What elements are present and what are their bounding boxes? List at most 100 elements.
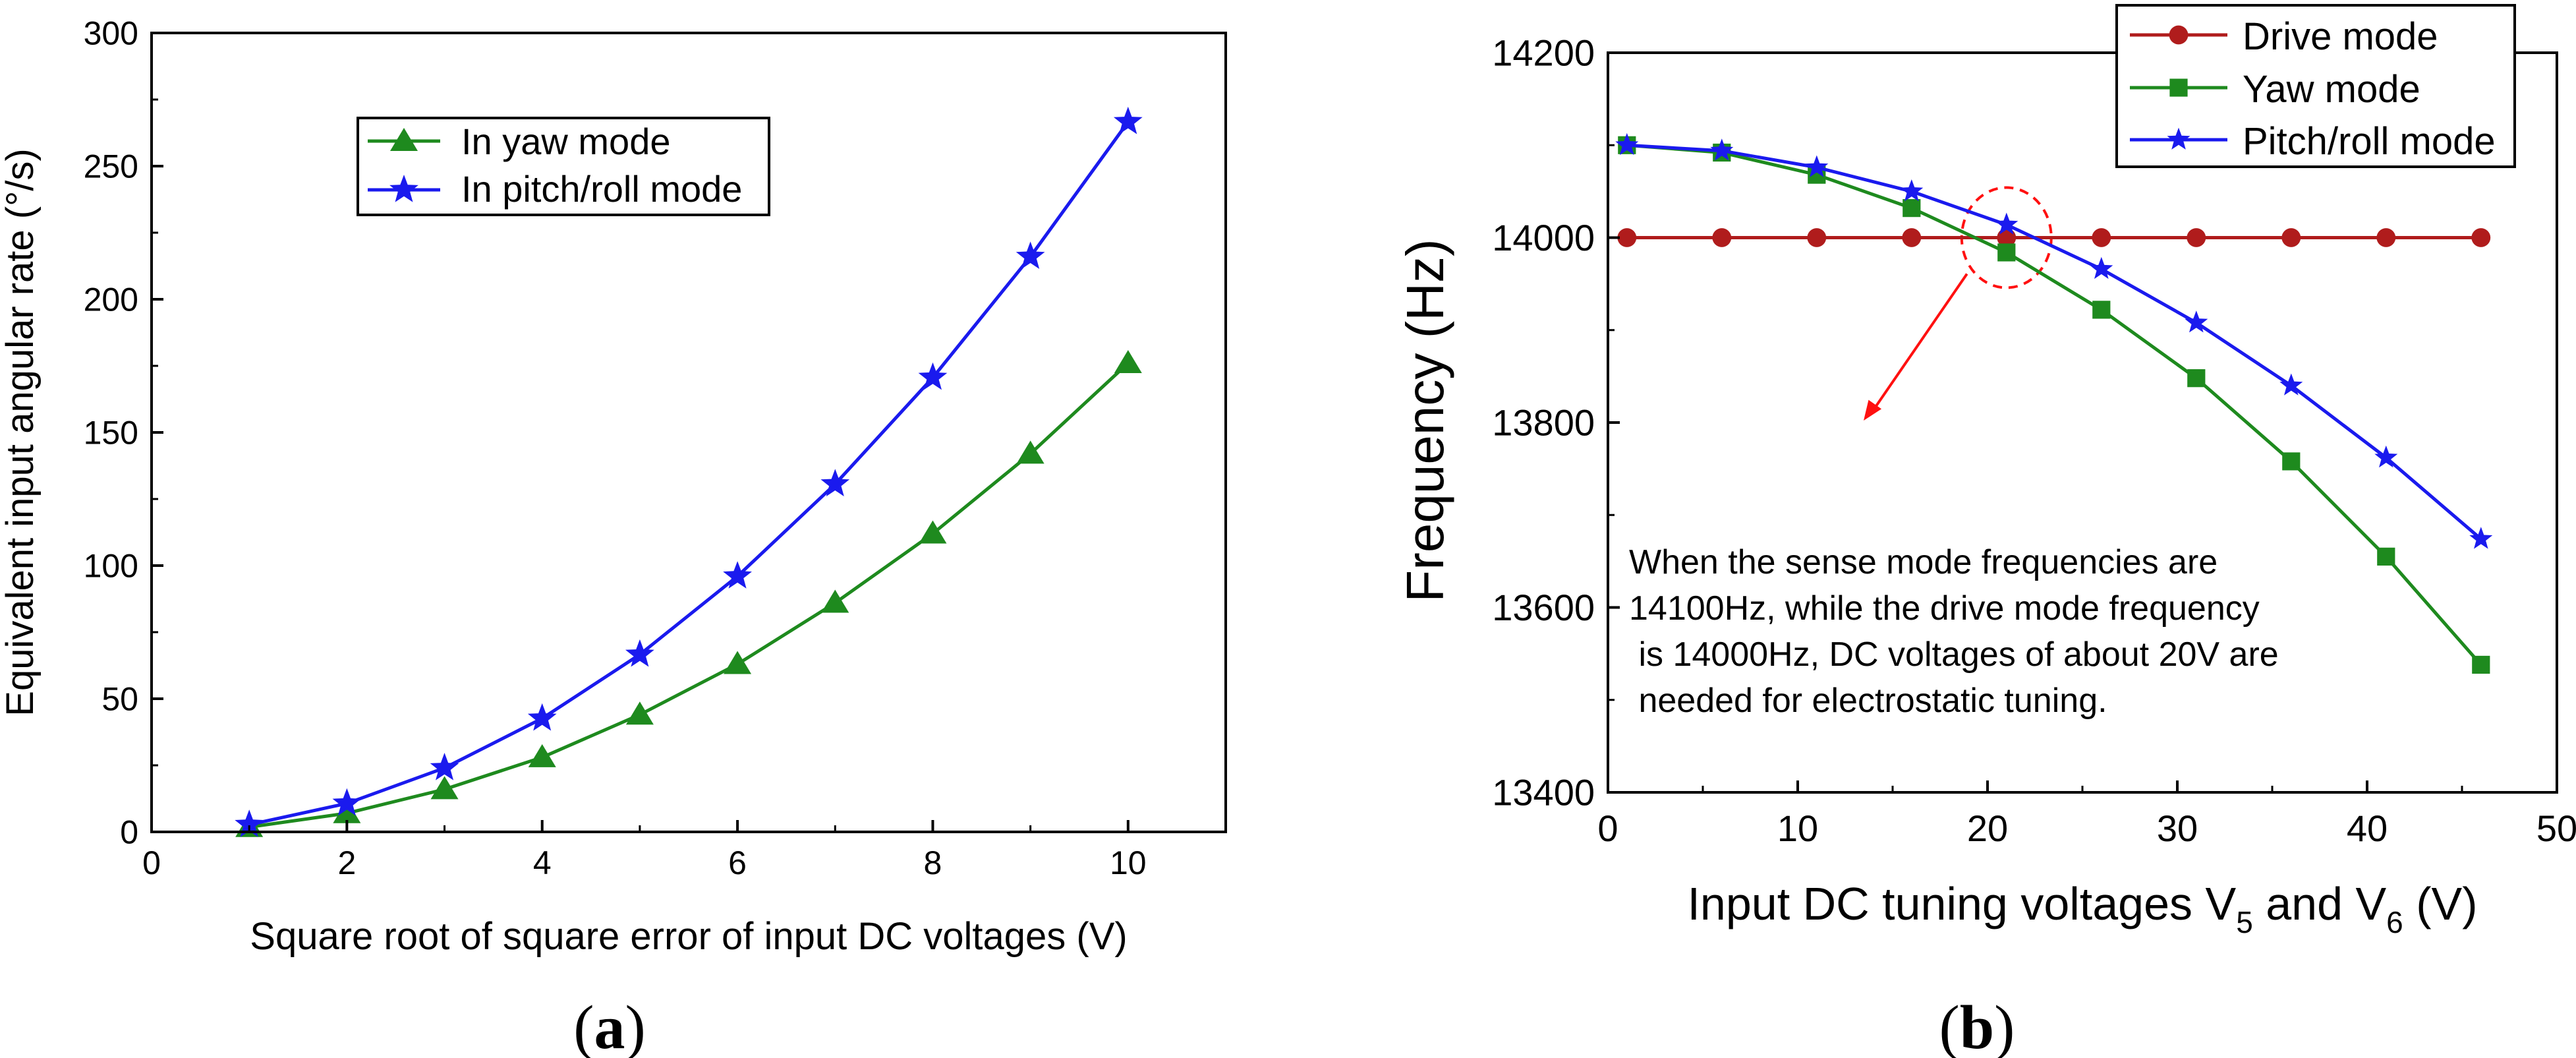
panel-b-data-point bbox=[1997, 243, 2016, 262]
panel-a-x-tick-label: 2 bbox=[337, 844, 356, 881]
panel-b-data-point bbox=[1902, 228, 1922, 247]
panel-a-data-point bbox=[1016, 241, 1045, 269]
panel-b-annotation-line-2: 14100Hz, while the drive mode frequency bbox=[1629, 589, 2260, 628]
panel-b-y-tick-label: 13800 bbox=[1492, 402, 1595, 444]
panel-b-legend-label-yaw: Yaw mode bbox=[2243, 68, 2420, 111]
panel-b-caption: (b) bbox=[1939, 993, 2015, 1058]
panel-a-legend-marker bbox=[390, 128, 418, 151]
panel-a-caption: (a) bbox=[573, 993, 646, 1058]
panel-b-data-point bbox=[1805, 155, 1829, 177]
panel-a-data-point bbox=[332, 788, 362, 816]
panel-b-annotation-text: When the sense mode frequencies are 1410… bbox=[1629, 543, 2279, 720]
panel-b-legend-label-drive: Drive mode bbox=[2243, 15, 2438, 58]
panel-b-arrow-line bbox=[1870, 273, 1968, 414]
panel-b-data-point bbox=[1807, 228, 1827, 247]
panel-b-data-point bbox=[2187, 228, 2206, 247]
panel-b-legend-marker-yaw bbox=[2169, 78, 2188, 97]
panel-a-x-tick-label: 4 bbox=[533, 844, 552, 881]
panel-a-legend-label-pitch-roll: In pitch/roll mode bbox=[461, 168, 742, 210]
panel-a-data-point bbox=[723, 561, 752, 589]
panel-b-y-tick-label: 14200 bbox=[1492, 32, 1595, 74]
panel-b-y-tick-label: 13400 bbox=[1492, 772, 1595, 813]
panel-a-x-tick-label: 8 bbox=[924, 844, 942, 881]
panel-b-legend-label-pitch-roll: Pitch/roll mode bbox=[2243, 120, 2496, 163]
panel-a-data-point bbox=[918, 362, 948, 390]
panel-b-data-point bbox=[1710, 138, 1734, 161]
panel-b-ticks: 0 10 20 30 40 50 13400 13600 13800 14000 14200 bbox=[1492, 32, 2576, 849]
panel-a-data-point bbox=[625, 639, 654, 667]
panel-a-legend-marker-pitch-roll bbox=[389, 175, 418, 202]
panel-b-data-point bbox=[2377, 547, 2395, 566]
panel-b-annotation-shapes bbox=[1864, 186, 2053, 421]
panel-a-x-tick-label: 0 bbox=[142, 844, 161, 881]
panel-b-data-point bbox=[1615, 132, 1639, 156]
panel-b-series-line-1 bbox=[1626, 143, 2482, 666]
panel-b-data-point bbox=[2092, 228, 2111, 247]
panel-b-legend: Drive mode Yaw mode Pitch/roll mode bbox=[2115, 4, 2516, 168]
panel-a-legend-marker-yaw bbox=[390, 128, 418, 151]
panel-a-legend-box bbox=[357, 117, 770, 216]
panel-b-legend-marker bbox=[2167, 127, 2190, 150]
panel-a-data-point bbox=[430, 776, 459, 800]
panel-a-y-tick-label: 300 bbox=[84, 15, 138, 52]
panel-a-series-line-0 bbox=[248, 362, 1130, 829]
panel-b-legend-marker bbox=[2169, 25, 2189, 45]
panel-a-y-tick-label: 50 bbox=[101, 681, 138, 718]
panel-a-series bbox=[235, 106, 1143, 837]
panel-a-y-tick-label: 250 bbox=[84, 148, 138, 185]
panel-a-data-point bbox=[235, 809, 264, 837]
panel-a-data-point bbox=[430, 753, 459, 780]
panel-a-x-tick-label: 6 bbox=[728, 844, 747, 881]
panel-a-x-axis-label: Square root of square error of input DC … bbox=[250, 915, 1127, 958]
panel-a-data-point bbox=[1114, 349, 1142, 373]
panel-b-data-point bbox=[2282, 452, 2301, 471]
panel-b-y-axis-label: Frequency (Hz) bbox=[1396, 239, 1454, 602]
panel-a-plot-frame bbox=[150, 32, 1227, 833]
panel-a-data-point bbox=[919, 520, 947, 544]
panel-b-data-point bbox=[2376, 228, 2396, 247]
panel-b-data-point bbox=[1995, 212, 2018, 235]
panel-b-series bbox=[1615, 132, 2493, 674]
panel-b-data-point bbox=[2185, 310, 2208, 333]
panel-a-y-tick-label: 200 bbox=[84, 281, 138, 318]
panel-a-data-point bbox=[821, 589, 849, 613]
panel-a-legend-label-yaw: In yaw mode bbox=[461, 121, 671, 162]
panel-b-data-point bbox=[2281, 228, 2301, 247]
panel-a-data-point bbox=[1113, 106, 1143, 134]
panel-b-data-point bbox=[2090, 256, 2113, 279]
panel-a-data-point bbox=[625, 701, 654, 725]
panel-b-legend-marker-drive bbox=[2169, 25, 2189, 45]
panel-b-data-point bbox=[2374, 445, 2398, 468]
panel-a-legend: In yaw mode In pitch/roll mode bbox=[357, 117, 770, 216]
panel-b-data-point bbox=[2187, 369, 2206, 388]
panel-b-x-axis-label: Input DC tuning voltages V5 and V6 (V) bbox=[1687, 878, 2477, 939]
panel-a-series-line-1 bbox=[248, 121, 1130, 827]
panel-a-y-axis-label: Equivalent input angular rate (°/s) bbox=[0, 148, 42, 716]
panel-a-data-point bbox=[528, 744, 556, 767]
panel-b-data-point bbox=[1712, 228, 1732, 247]
panel-a-y-tick-label: 100 bbox=[84, 548, 138, 585]
panel-b-chart: 0 10 20 30 40 50 13400 13600 13800 14000 14200 Inp… bbox=[1396, 4, 2576, 1058]
panel-b-data-point bbox=[2092, 301, 2111, 319]
panel-b-y-tick-label: 14000 bbox=[1492, 217, 1595, 258]
panel-b-data-point bbox=[2472, 655, 2490, 674]
panel-b-series-line-2 bbox=[1626, 143, 2482, 541]
panel-a-data-point bbox=[724, 651, 752, 674]
panel-b-annotation-line-4: needed for electrostatic tuning. bbox=[1629, 682, 2107, 720]
panel-b-plot-frame bbox=[1607, 51, 2558, 794]
panel-a-data-point bbox=[820, 469, 850, 496]
panel-a-data-point bbox=[527, 703, 557, 731]
panel-b-annotation-line-1: When the sense mode frequencies are bbox=[1629, 543, 2218, 581]
panel-b-legend-marker-pitch-roll bbox=[2167, 127, 2190, 150]
panel-a-data-point bbox=[333, 800, 361, 823]
panel-b-arrow-head bbox=[1864, 399, 1882, 421]
panel-a-y-tick-label: 150 bbox=[84, 415, 138, 452]
panel-b-annotation-line-3: is 14000Hz, DC voltages of about 20V are bbox=[1629, 635, 2279, 674]
panel-a-x-tick-label: 10 bbox=[1110, 844, 1147, 881]
panel-b-y-tick-label: 13600 bbox=[1492, 587, 1595, 628]
panel-b-x-tick-label: 40 bbox=[2347, 808, 2388, 849]
panel-b-data-point bbox=[1617, 228, 1637, 247]
panel-b-data-point bbox=[1903, 199, 1921, 218]
